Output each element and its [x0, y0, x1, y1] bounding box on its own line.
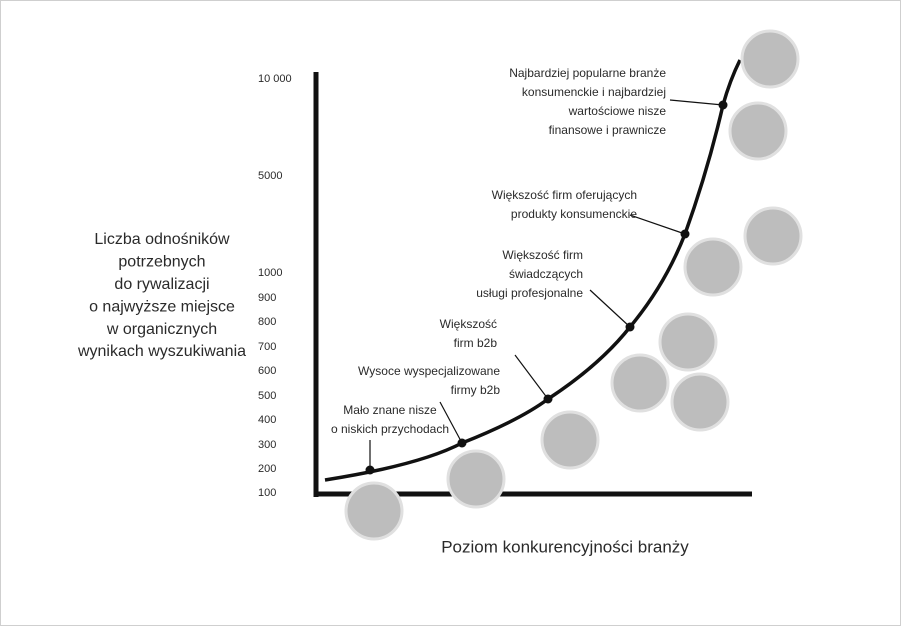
y-tick-label: 100 — [258, 487, 276, 499]
annotation: Większość firm oferujących — [492, 188, 637, 202]
y-tick-label: 700 — [258, 341, 276, 353]
annotation: wartościowe nisze — [568, 104, 667, 118]
y-axis-title: do rywalizacji — [114, 276, 209, 293]
y-tick-label: 300 — [258, 439, 276, 451]
leader-line — [514, 354, 549, 400]
icon-papers — [670, 372, 730, 432]
y-tick-label: 800 — [258, 316, 276, 328]
x-axis-title: Poziom konkurencyjności branży — [441, 537, 689, 556]
y-axis-title: o najwyższe miejsce — [89, 298, 235, 315]
y-tick-label: 5000 — [258, 170, 282, 182]
annotation: firmy b2b — [451, 383, 501, 397]
y-tick-label: 1000 — [258, 267, 282, 279]
curve-point — [365, 465, 375, 475]
curve-point — [543, 394, 553, 404]
annotation: usługi profesjonalne — [476, 286, 583, 300]
icon-car — [728, 101, 788, 161]
annotation: finansowe i prawnicze — [549, 123, 667, 137]
annotation: konsumenckie i najbardziej — [522, 85, 666, 99]
icon-device — [446, 449, 506, 509]
leader-line — [669, 99, 724, 106]
curve-point — [718, 100, 728, 110]
y-tick-label: 200 — [258, 463, 276, 475]
y-axis-title: Liczba odnośników — [94, 231, 230, 248]
annotation: Większość — [440, 317, 497, 331]
curve-point — [625, 322, 635, 332]
annotation: o niskich przychodach — [331, 422, 449, 436]
annotation: Większość firm — [502, 248, 583, 262]
y-tick-label: 500 — [258, 390, 276, 402]
y-tick-label: 900 — [258, 292, 276, 304]
y-axis-title: w organicznych — [106, 321, 217, 338]
icon-business — [658, 312, 718, 372]
annotation: Wysoce wyspecjalizowane — [358, 364, 500, 378]
icon-cloud — [540, 410, 600, 470]
leader-line — [629, 214, 686, 235]
y-axis-title: wynikach wyszukiwania — [77, 343, 246, 360]
y-tick-label: 10 000 — [258, 73, 292, 85]
icon-products — [683, 237, 743, 297]
leader-line — [439, 401, 463, 444]
annotation: produkty konsumenckie — [511, 207, 637, 221]
leader-line — [589, 289, 631, 328]
icon-plane — [740, 29, 800, 89]
curve-point — [680, 229, 690, 239]
curve-point — [457, 438, 467, 448]
annotation: świadczących — [509, 267, 583, 281]
icons — [344, 29, 803, 541]
annotation: Najbardziej popularne branże — [509, 66, 666, 80]
icon-doctor — [610, 353, 670, 413]
icon-basket — [344, 481, 404, 541]
y-tick-label: 600 — [258, 365, 276, 377]
annotation: Mało znane nisze — [343, 403, 437, 417]
icon-appliance — [743, 206, 803, 266]
annotation: firm b2b — [454, 336, 498, 350]
y-axis-title: potrzebnych — [118, 254, 205, 271]
y-tick-label: 400 — [258, 414, 276, 426]
